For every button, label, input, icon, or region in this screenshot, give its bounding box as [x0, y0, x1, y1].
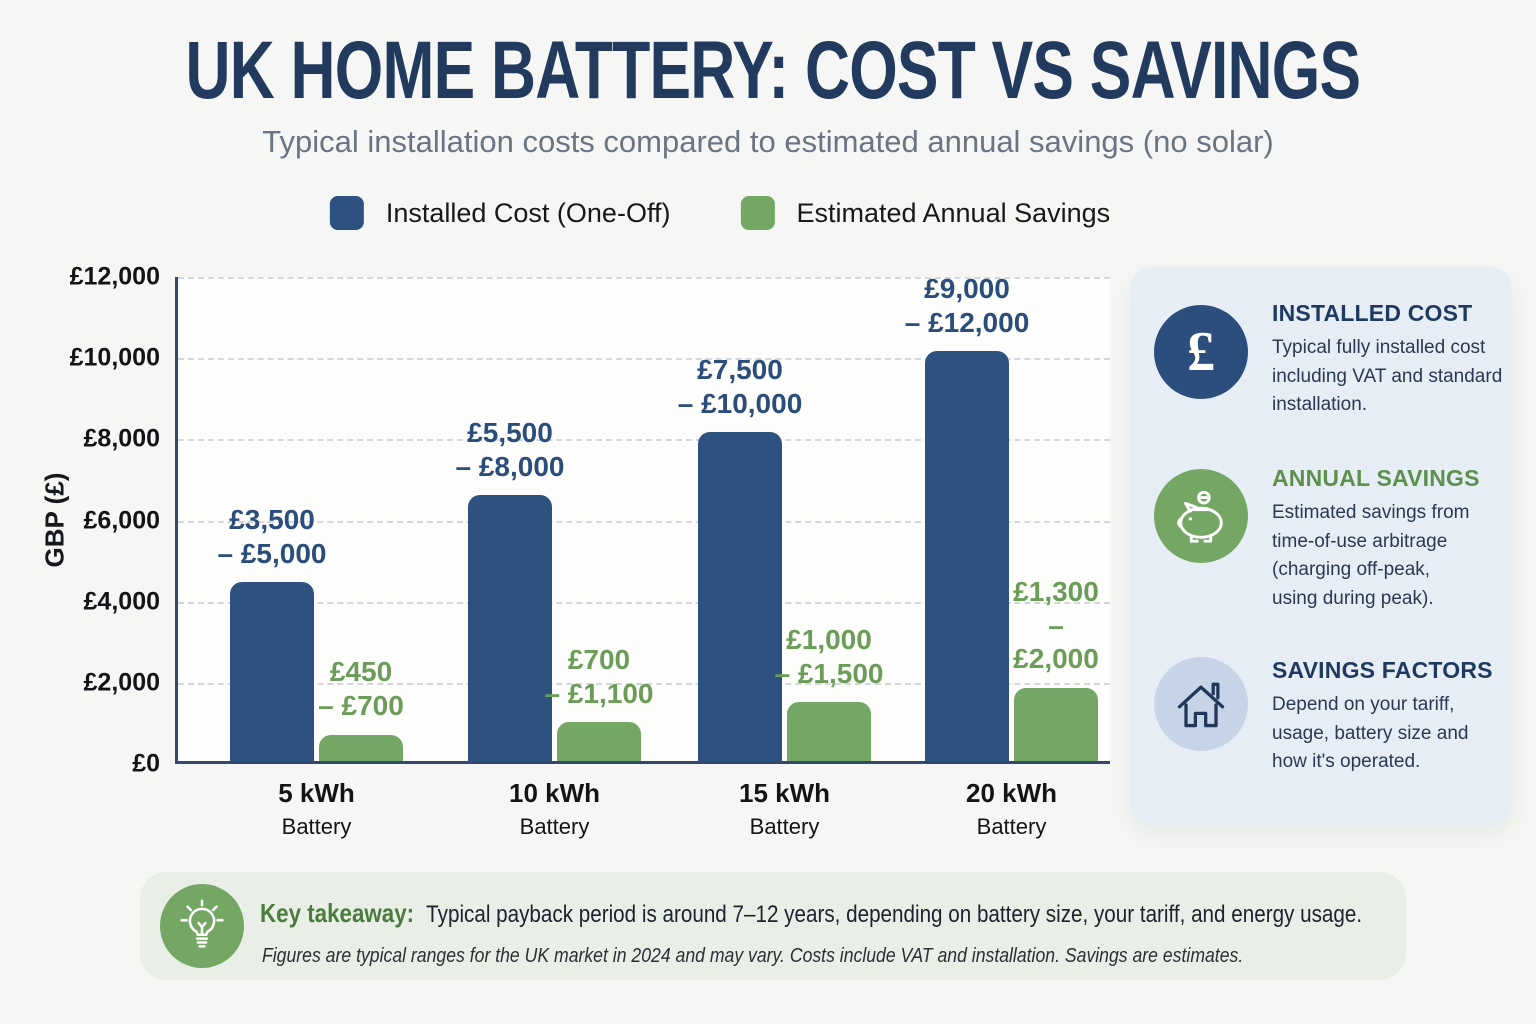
legend-label: Installed Cost (One-Off) [385, 197, 671, 228]
key-takeaway-banner: Key takeaway: Typical payback period is a… [140, 872, 1406, 980]
lightbulb-icon [180, 899, 224, 948]
gridline [178, 277, 1110, 279]
legend-label: Estimated Annual Savings [796, 197, 1111, 228]
piggy-bank-icon-circle [1154, 469, 1248, 563]
house-icon [1177, 682, 1225, 728]
annual-savings-swatch [740, 196, 775, 230]
y-tick-label: £12,000 [69, 262, 160, 291]
x-axis-label: 5 kWh Battery [278, 778, 355, 840]
x-axis-label: 10 kWh Battery [509, 778, 600, 840]
battery-size-label: 5 kWh [278, 778, 355, 808]
gridline [178, 520, 1110, 523]
annual-savings-range-label: £700 – £1,100 [544, 644, 654, 709]
info-heading: INSTALLED COST [1272, 300, 1473, 326]
info-item-savings-factors: SAVINGS FACTORS Depend on your tariff, u… [1272, 657, 1510, 777]
info-panel: £ INSTALLED COST Typical fully installed… [1130, 267, 1512, 825]
installed-cost-bar [230, 582, 314, 761]
annual-savings-bar [557, 722, 641, 761]
annual-savings-bar [1014, 687, 1098, 761]
installed-cost-bar [925, 351, 1009, 761]
y-tick-label: £4,000 [83, 587, 160, 616]
takeaway-main: Typical payback period is around 7–12 ye… [426, 901, 1363, 928]
piggy-bank-icon [1177, 490, 1223, 543]
annual-savings-range-label: £450 – £700 [318, 656, 404, 722]
info-body: Typical fully installed cost including V… [1272, 337, 1503, 415]
installed-cost-range-label: £7,500 – £10,000 [677, 354, 803, 419]
takeaway-footnote: Figures are typical ranges for the UK ma… [262, 944, 1244, 967]
installed-cost-bar [468, 495, 552, 761]
installed-cost-range-label: £3,500 – £5,000 [217, 504, 327, 569]
battery-size-label: 15 kWh [738, 778, 831, 808]
y-tick-label: £2,000 [83, 668, 160, 697]
lightbulb-icon-circle [160, 884, 244, 968]
y-axis-ticks: £0 £2,000 £4,000 £6,000 £8,000 £10,000 £12,000 [28, 263, 160, 778]
y-tick-label: £6,000 [83, 506, 160, 534]
x-axis-label: 20 kWh Battery [966, 778, 1057, 840]
annual-savings-range-label: £1,300 – £2,000 [1013, 576, 1099, 675]
pound-icon: £ [1187, 321, 1215, 383]
chart-legend: Installed Cost (One-Off) Estimated Annua… [329, 196, 1110, 230]
page-title: UK HOME BATTERY: COST VS SAVINGS [0, 24, 1536, 118]
installed-cost-bar [698, 432, 782, 761]
x-axis-label: 15 kWh Battery [739, 778, 830, 840]
gridline [178, 601, 1110, 604]
annual-savings-range-label: £1,000 – £1,500 [774, 623, 884, 689]
info-item-annual-savings: ANNUAL SAVINGS Estimated savings from ti… [1272, 465, 1510, 613]
page-title-text: UK HOME BATTERY: COST VS SAVINGS [185, 25, 1361, 116]
annual-savings-bar [787, 702, 871, 761]
legend-item-installed-cost: Installed Cost (One-Off) [329, 196, 671, 230]
annual-savings-bar [319, 734, 403, 761]
takeaway-lead: Key takeaway: [260, 898, 415, 928]
info-item-installed-cost: INSTALLED COST Typical fully installed c… [1272, 300, 1510, 420]
installed-cost-swatch [329, 196, 364, 230]
legend-item-annual-savings: Estimated Annual Savings [740, 196, 1110, 230]
plot-area: £3,500 – £5,000 £450 – £700 5 kWh Battery £5… [175, 273, 1110, 839]
y-tick-label: £0 [132, 749, 160, 778]
info-body: Depend on your tariff, usage, battery si… [1272, 694, 1469, 772]
gridline [178, 682, 1110, 685]
battery-size-label: 20 kWh [965, 778, 1058, 808]
y-tick-label: £8,000 [83, 424, 160, 453]
info-body: Estimated savings from time-of-use arbit… [1272, 502, 1470, 609]
takeaway-text-line: Key takeaway: Typical payback period is a… [260, 898, 1362, 929]
info-heading: ANNUAL SAVINGS [1272, 465, 1480, 491]
house-icon-circle [1154, 657, 1248, 751]
gridline [178, 358, 1110, 361]
gridline [178, 439, 1110, 442]
page-subtitle: Typical installation costs compared to e… [262, 124, 1274, 159]
pound-icon-circle: £ [1154, 305, 1248, 399]
battery-sub-label: Battery [976, 814, 1047, 839]
battery-sub-label: Battery [749, 814, 820, 839]
installed-cost-range-label: £9,000 – £12,000 [904, 272, 1030, 338]
battery-size-label: 10 kWh [508, 778, 601, 808]
y-tick-label: £10,000 [69, 343, 160, 372]
battery-sub-label: Battery [281, 814, 352, 839]
info-heading: SAVINGS FACTORS [1272, 657, 1493, 683]
battery-sub-label: Battery [519, 814, 590, 839]
installed-cost-range-label: £5,500 – £8,000 [455, 417, 565, 482]
